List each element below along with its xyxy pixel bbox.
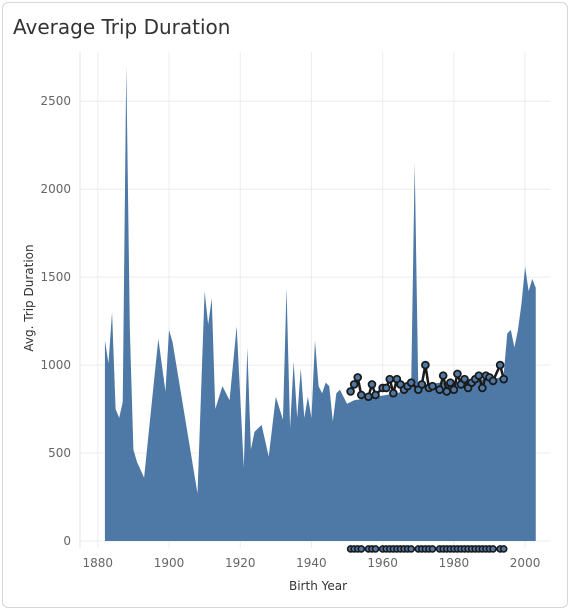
marker-point: [438, 371, 448, 380]
x-tick-label: 1940: [296, 556, 327, 570]
baseline-marker-point: [499, 545, 508, 553]
marker-point: [389, 388, 398, 398]
marker-point: [346, 387, 355, 396]
marker-point: [499, 374, 509, 384]
x-tick-label: 2000: [510, 556, 541, 570]
marker-point: [495, 360, 505, 370]
marker-point: [428, 381, 437, 391]
x-tick-label: 1960: [367, 556, 398, 570]
x-axis-ticks: 1880 1900 1920 1940 1960 1980 2000: [83, 556, 541, 570]
baseline-marker-series: [346, 545, 508, 553]
marker-point: [446, 378, 455, 387]
marker-point: [460, 374, 469, 384]
marker-point: [421, 360, 430, 370]
marker-point: [406, 378, 416, 387]
y-tick-label: 0: [63, 534, 71, 548]
marker-point: [367, 380, 377, 389]
marker-point: [371, 390, 380, 400]
x-tick-label: 1920: [225, 556, 256, 570]
y-tick-label: 500: [48, 446, 71, 460]
x-tick-label: 1880: [83, 556, 114, 570]
marker-point: [453, 369, 462, 379]
y-axis-ticks: 0 500 1000 1500 2000 2500: [40, 94, 71, 548]
marker-point: [364, 392, 373, 402]
marker-point: [449, 385, 459, 395]
x-tick-label: 1980: [439, 556, 470, 570]
y-tick-label: 2500: [40, 94, 71, 108]
marker-point: [478, 383, 487, 393]
marker-point: [381, 383, 391, 393]
x-axis-label: Birth Year: [289, 579, 347, 593]
baseline-marker-point: [428, 545, 437, 553]
chart-title: Average Trip Duration: [13, 15, 231, 39]
marker-point: [474, 371, 484, 380]
marker-point: [488, 376, 498, 386]
marker-point: [435, 385, 444, 395]
baseline-marker-point: [489, 545, 497, 553]
y-tick-label: 1500: [40, 270, 71, 284]
baseline-marker-point: [371, 545, 380, 553]
marker-point: [353, 373, 363, 382]
baseline-marker-point: [407, 545, 415, 553]
area-series: [104, 66, 536, 541]
area-fill: [104, 66, 536, 541]
marker-point: [417, 380, 427, 389]
marker-point: [349, 380, 359, 389]
marker-point: [385, 374, 395, 384]
y-axis-label: Avg. Trip Duration: [22, 244, 36, 351]
baseline-marker-point: [357, 545, 366, 553]
marker-point: [356, 390, 366, 400]
marker-series: [346, 360, 509, 402]
x-tick-label: 1900: [154, 556, 185, 570]
y-tick-label: 2000: [40, 182, 71, 196]
marker-point: [442, 387, 452, 396]
y-tick-label: 1000: [40, 358, 71, 372]
